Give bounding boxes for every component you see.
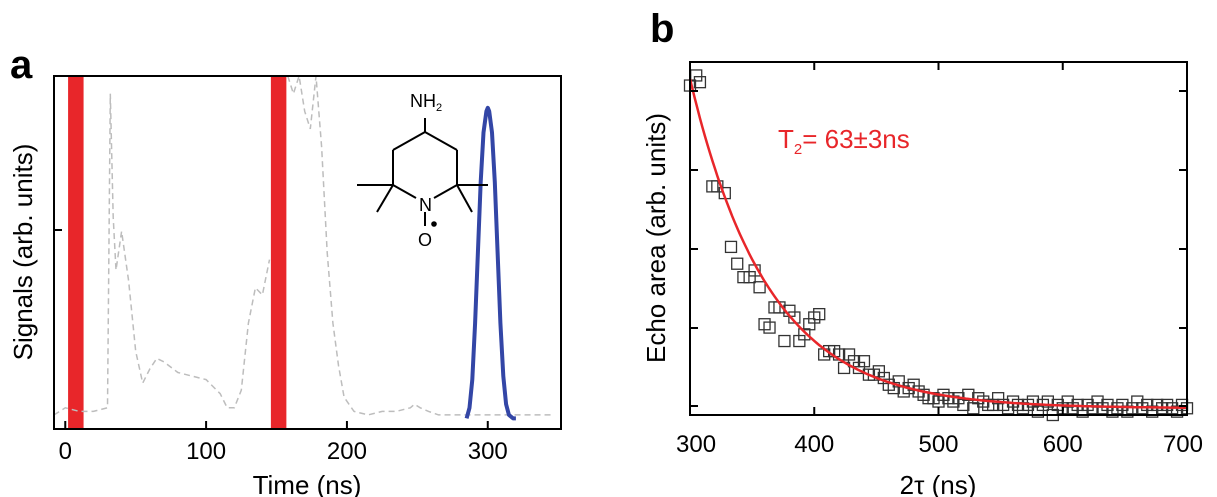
panel-b-x-tick-label: 700 xyxy=(1163,431,1203,458)
pulse-bar xyxy=(270,76,287,429)
echo-data-point xyxy=(690,69,703,82)
panel-a-x-tick-label: 0 xyxy=(59,438,72,465)
echo-data-point xyxy=(962,388,975,401)
echo-data-point xyxy=(1041,395,1054,408)
panel-a-pulses xyxy=(68,76,287,429)
panel-b-data-points xyxy=(683,69,1194,422)
echo-data-point xyxy=(778,334,791,348)
molecule-nitrogen-label: N xyxy=(419,195,432,215)
echo-data-point xyxy=(731,257,744,270)
echo-signal-line xyxy=(464,105,516,421)
panel-b-y-axis-label: Echo area (arb. units) xyxy=(641,113,671,363)
molecule-bond xyxy=(392,184,417,199)
panel-b-x-axis-label: 2τ (ns) xyxy=(900,470,977,497)
panel-b-x-tick-label: 300 xyxy=(676,431,716,458)
panel-a-traces xyxy=(53,75,552,421)
panel-b-y-ticks xyxy=(690,90,1187,407)
panel-b-fit-curve xyxy=(688,78,1187,409)
echo-data-point xyxy=(724,240,738,254)
panel-a-letter: a xyxy=(10,43,33,87)
molecule-methyl xyxy=(456,184,473,213)
t2-annotation: T2= 63±3ns xyxy=(778,124,910,158)
panel-b-x-tick-label: 500 xyxy=(918,431,958,458)
panel-a-y-axis-label: Signals (arb. units) xyxy=(8,144,38,361)
radical-dot xyxy=(431,221,437,227)
pulse-bar xyxy=(68,76,84,429)
panel-b-x-tick-label: 400 xyxy=(794,431,834,458)
signal-trace-line xyxy=(53,93,271,416)
echo-data-point xyxy=(753,281,766,294)
panel-a-x-tick-label: 200 xyxy=(327,438,367,465)
signal-trace-line xyxy=(287,75,552,416)
echo-data-point xyxy=(693,76,707,89)
panel-b-letter: b xyxy=(650,7,674,51)
molecule-bond xyxy=(424,131,458,151)
echo-data-point xyxy=(813,307,826,321)
echo-data-point xyxy=(763,321,776,334)
molecule-oxygen-label: O xyxy=(418,230,432,250)
echo-data-point xyxy=(711,180,724,193)
molecule-amine-label: NH2 xyxy=(410,91,442,114)
panel-a-x-tick-label: 300 xyxy=(468,438,508,465)
echo-data-point xyxy=(857,355,871,368)
molecule-methyl xyxy=(376,184,394,213)
echo-data-point xyxy=(737,271,750,284)
panel-a-x-ticks: 0 100 200 300 xyxy=(59,421,508,465)
molecule-bond xyxy=(392,131,426,151)
panel-a-x-axis-label: Time (ns) xyxy=(253,470,362,497)
panel-b-plot-frame xyxy=(689,61,1188,416)
panel-a-plot-frame xyxy=(53,75,562,430)
panel-a-x-tick-label: 100 xyxy=(186,438,226,465)
panel-b-x-ticks: 300 400 500 600 700 xyxy=(676,62,1203,458)
molecule-inset xyxy=(357,118,488,226)
panel-b-x-tick-label: 600 xyxy=(1043,431,1083,458)
molecule-bond xyxy=(433,184,458,199)
